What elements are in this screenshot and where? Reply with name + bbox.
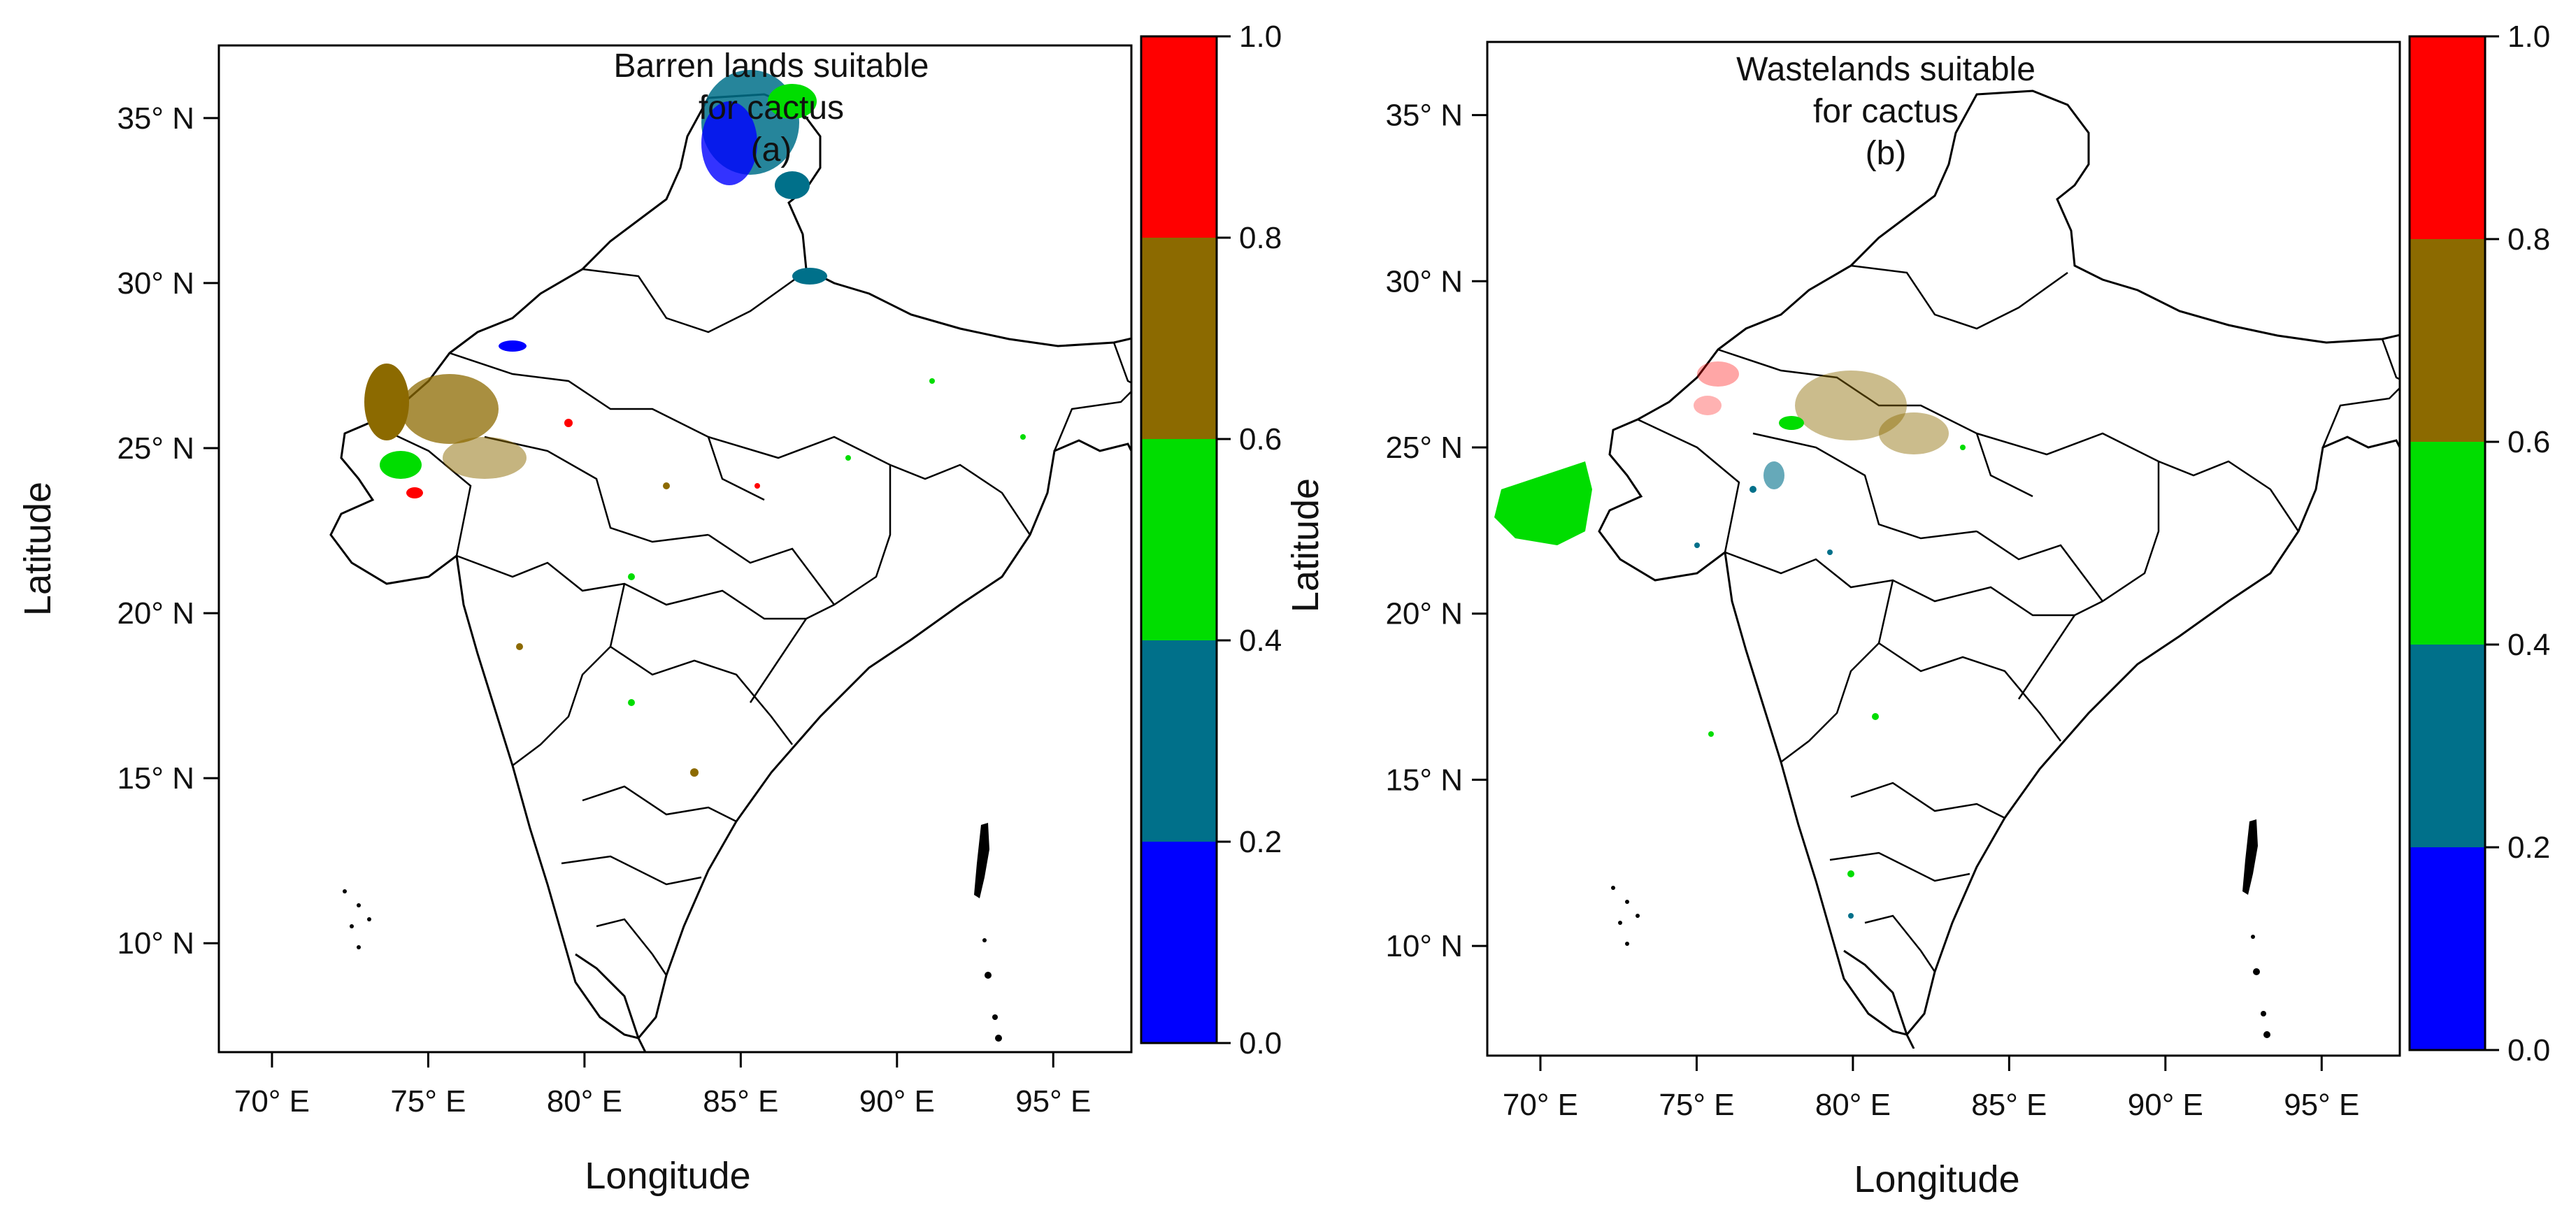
- x-axis-b: 70° E 75° E 80° E 85° E 90° E 95° E: [1503, 1056, 2359, 1122]
- colorbar-tick-label: 0.8: [2507, 222, 2550, 257]
- panel-title-line-3: (a): [751, 131, 792, 168]
- x-tick-label: 90° E: [2128, 1088, 2203, 1122]
- panel-b: Wastelands suitable for cactus (b) 70° E…: [1385, 41, 2401, 1122]
- colorbar-tick-label: 0.8: [1239, 221, 1282, 255]
- panel-title-line-2: for cactus: [699, 89, 844, 127]
- colorbar-tick-label: 0.2: [2507, 831, 2550, 865]
- sri-lanka-outline: [575, 953, 647, 1052]
- y-tick-label: 15° N: [117, 761, 194, 796]
- y-tick-label: 30° N: [117, 266, 194, 301]
- x-axis-label-b: Longitude: [1854, 1158, 2019, 1200]
- colorbar-tick-label: 0.0: [1239, 1026, 1282, 1061]
- x-tick-label: 80° E: [1815, 1088, 1891, 1122]
- x-tick-label: 80° E: [547, 1084, 622, 1119]
- x-tick-label: 85° E: [1971, 1088, 2047, 1122]
- y-tick-label: 30° N: [1385, 264, 1463, 299]
- state-boundaries: [1637, 264, 2400, 972]
- panel-title-line-2: for cactus: [1813, 93, 1959, 130]
- x-tick-label: 70° E: [1503, 1088, 1578, 1122]
- x-tick-label: 90° E: [859, 1084, 935, 1119]
- plot-frame: [217, 44, 1133, 1054]
- y-tick-label: 10° N: [117, 926, 194, 961]
- panel-title-line-3: (b): [1866, 135, 1907, 172]
- y-tick-label: 25° N: [1385, 431, 1463, 465]
- colorbar-band: [2410, 847, 2485, 1050]
- andaman-islands: [2242, 819, 2258, 895]
- colorbar-b: 1.0 0.8 0.6 0.4 0.2 0.0: [2408, 20, 2550, 1068]
- colorbar-band: [1141, 842, 1217, 1043]
- panel-a: Barren lands suitable for cactus (a) 70°…: [117, 44, 1133, 1119]
- panel-title-line-1: Wastelands suitable: [1736, 51, 2035, 88]
- colorbar-a: 1.0 0.8 0.6 0.4 0.2 0.0: [1140, 20, 1282, 1061]
- colorbar-tick-label: 0.4: [2507, 628, 2550, 662]
- colorbar-band: [1141, 640, 1217, 842]
- country-boundary: [1598, 89, 2400, 1049]
- y-tick-label: 20° N: [117, 596, 194, 631]
- y-tick-label: 35° N: [117, 101, 194, 136]
- colorbar-tick-label: 0.4: [1239, 624, 1282, 658]
- plot-frame: [1486, 41, 2401, 1057]
- x-axis-label-a: Longitude: [585, 1155, 750, 1197]
- y-axis-a: 35° N 30° N 25° N 20° N 15° N 10° N: [117, 101, 219, 961]
- x-tick-label: 95° E: [1015, 1084, 1091, 1119]
- colorbar-tick-label: 0.6: [2507, 425, 2550, 459]
- x-tick-label: 70° E: [234, 1084, 310, 1119]
- colorbar-band: [1141, 36, 1217, 238]
- colorbar-tick-label: 0.0: [2507, 1033, 2550, 1068]
- colorbar-band: [2410, 442, 2485, 645]
- suitability-patches-b: [1494, 361, 1966, 919]
- x-tick-label: 75° E: [390, 1084, 466, 1119]
- y-tick-label: 25° N: [117, 431, 194, 466]
- y-tick-label: 35° N: [1385, 99, 1463, 133]
- x-tick-label: 75° E: [1659, 1088, 1734, 1122]
- colorbar-tick-label: 0.6: [1239, 422, 1282, 457]
- colorbar-band: [2410, 645, 2485, 847]
- x-axis-a: 70° E 75° E 80° E 85° E 90° E 95° E: [234, 1052, 1091, 1119]
- y-axis-label-b: Latitude: [1285, 478, 1326, 612]
- colorbar-tick-label: 1.0: [2507, 20, 2550, 54]
- y-tick-label: 15° N: [1385, 763, 1463, 797]
- suitability-patches-a: [364, 70, 1026, 777]
- sri-lanka-outline: [1843, 949, 1915, 1049]
- x-tick-label: 95° E: [2284, 1088, 2359, 1122]
- colorbar-tick-label: 1.0: [1239, 20, 1282, 54]
- y-tick-label: 20° N: [1385, 597, 1463, 631]
- andaman-islands: [974, 823, 989, 898]
- y-axis-b: 35° N 30° N 25° N 20° N 15° N 10° N: [1385, 99, 1487, 963]
- colorbar-band: [2410, 36, 2485, 239]
- colorbar-band: [1141, 238, 1217, 439]
- colorbar-band: [1141, 439, 1217, 640]
- x-tick-label: 85° E: [703, 1084, 778, 1119]
- colorbar-band: [2410, 239, 2485, 442]
- colorbar-tick-label: 0.2: [1239, 825, 1282, 859]
- y-axis-label-a: Latitude: [17, 482, 59, 616]
- panel-title-line-1: Barren lands suitable: [614, 48, 929, 85]
- y-tick-label: 10° N: [1385, 929, 1463, 963]
